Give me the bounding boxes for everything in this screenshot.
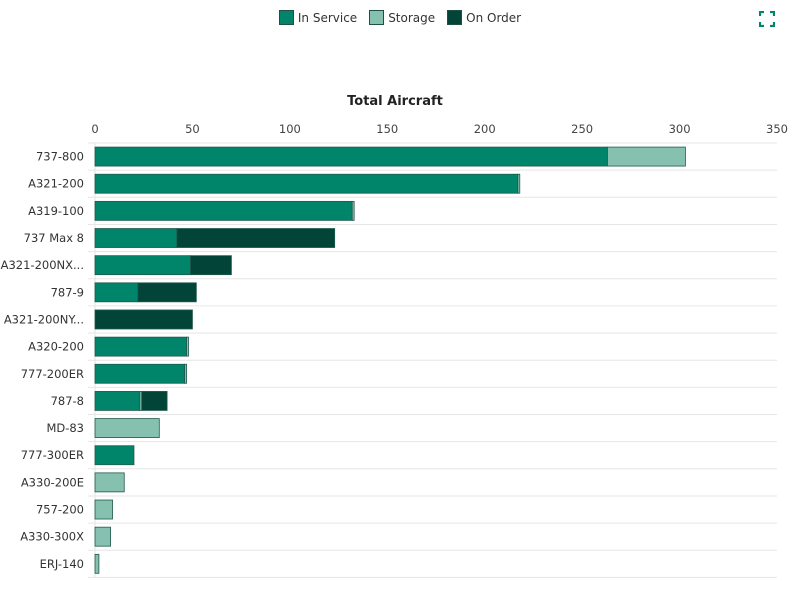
category-label: A321-200NY...: [4, 312, 84, 326]
legend: In Service Storage On Order: [0, 10, 800, 25]
category-label: 737 Max 8: [24, 231, 84, 245]
x-tick-label: 0: [91, 122, 98, 136]
category-label: 737-800: [36, 150, 84, 164]
bar-storage: [607, 146, 686, 167]
bar-in-service: [94, 445, 135, 466]
category-label: 787-9: [51, 285, 84, 299]
bar-in-service: [94, 391, 141, 411]
category-label: A321-200NX...: [1, 258, 84, 272]
bar-on-order: [94, 309, 193, 330]
legend-label: On Order: [466, 10, 522, 25]
category-label: A330-200E: [21, 475, 84, 489]
category-label: ERJ-140: [40, 557, 84, 571]
legend-in-service[interactable]: In Service: [278, 10, 358, 25]
bar-in-service: [94, 146, 608, 167]
legend-label: Storage: [388, 10, 436, 25]
bar-storage: [184, 363, 187, 384]
bar-in-service: [94, 173, 519, 194]
category-label: 757-200: [36, 503, 84, 517]
bar-in-service: [94, 336, 187, 357]
legend-swatch-storage: [369, 10, 385, 25]
legend-storage[interactable]: Storage: [369, 10, 435, 25]
legend-on-order[interactable]: On Order: [447, 10, 521, 25]
expand-icon[interactable]: [759, 11, 775, 27]
x-tick-label: 350: [766, 122, 788, 136]
x-tick-label: 50: [185, 122, 200, 136]
bar-on-order: [141, 391, 168, 411]
category-label: 787-8: [51, 394, 84, 408]
category-label: A320-200: [28, 340, 84, 354]
category-label: A319-100: [28, 204, 84, 218]
bar-storage: [186, 336, 189, 357]
legend-swatch-in-service: [278, 10, 294, 25]
bar-storage: [94, 499, 113, 520]
bar-on-order: [190, 255, 232, 276]
bar-storage: [94, 472, 125, 493]
x-tick-label: 200: [474, 122, 496, 136]
category-label: 777-300ER: [21, 448, 84, 462]
category-label: A330-300X: [20, 530, 84, 544]
x-tick-label: 100: [279, 122, 301, 136]
legend-label: In Service: [297, 10, 358, 25]
bar-in-service: [94, 282, 139, 303]
bar-in-service: [94, 200, 353, 221]
x-tick-label: 300: [669, 122, 691, 136]
bar-storage: [517, 173, 521, 194]
chart-title: Total Aircraft: [347, 94, 443, 109]
bar-storage: [94, 553, 100, 574]
x-tick-label: 150: [376, 122, 398, 136]
bar-storage: [94, 418, 160, 438]
bar-storage: [351, 200, 355, 221]
bar-storage: [94, 526, 111, 547]
category-label: 777-200ER: [21, 367, 84, 381]
bar-on-order: [176, 228, 336, 248]
category-label: MD-83: [46, 421, 84, 435]
legend-swatch-on-order: [447, 10, 463, 25]
category-label: A321-200: [28, 177, 84, 191]
x-tick-label: 250: [571, 122, 593, 136]
bar-in-service: [94, 228, 178, 248]
bar-in-service: [94, 255, 191, 276]
bar-in-service: [94, 363, 186, 384]
bar-on-order: [137, 282, 197, 303]
